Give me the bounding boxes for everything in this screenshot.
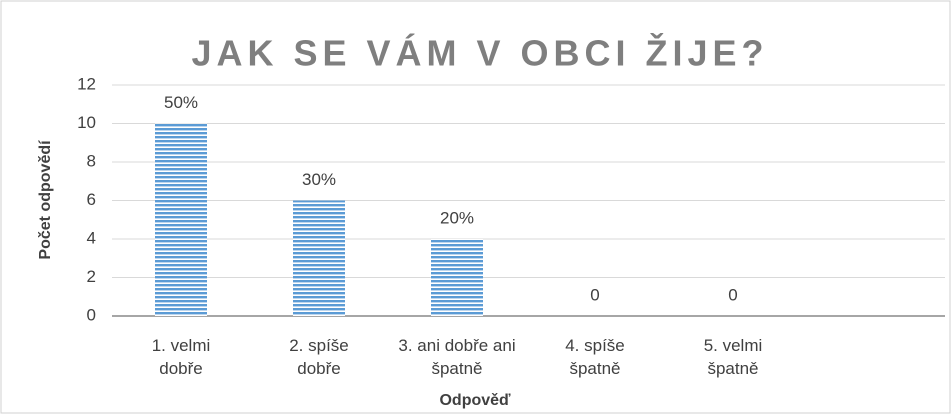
y-tick-label: 8 bbox=[87, 151, 96, 170]
bar bbox=[293, 200, 345, 316]
y-tick-label: 6 bbox=[87, 190, 96, 209]
data-label: 0 bbox=[728, 285, 737, 304]
y-tick-label: 10 bbox=[77, 113, 96, 132]
data-label: 0 bbox=[590, 285, 599, 304]
x-axis-label: Odpověď bbox=[439, 392, 511, 409]
x-tick-label: 3. ani dobře ani špatně bbox=[398, 336, 516, 378]
data-label: 50% bbox=[164, 93, 198, 112]
y-tick-label: 4 bbox=[87, 228, 96, 247]
x-tick-label: 5. velmi špatně bbox=[703, 336, 763, 378]
x-tick-label: 4. spíše špatně bbox=[565, 336, 625, 378]
bar bbox=[155, 123, 207, 316]
y-tick-label: 2 bbox=[87, 267, 96, 286]
bar bbox=[431, 239, 483, 316]
y-tick-label: 0 bbox=[87, 305, 96, 324]
chart-title: JAK SE VÁM V OBCI ŽIJE? bbox=[191, 32, 768, 74]
data-label: 30% bbox=[302, 170, 336, 189]
y-tick-label: 12 bbox=[77, 74, 96, 93]
y-axis-label: Počet odpovědí bbox=[37, 140, 54, 260]
x-tick-label: 1. velmi dobře bbox=[151, 336, 211, 378]
x-tick-label: 2. spíše dobře bbox=[289, 336, 349, 378]
data-label: 20% bbox=[440, 208, 474, 227]
